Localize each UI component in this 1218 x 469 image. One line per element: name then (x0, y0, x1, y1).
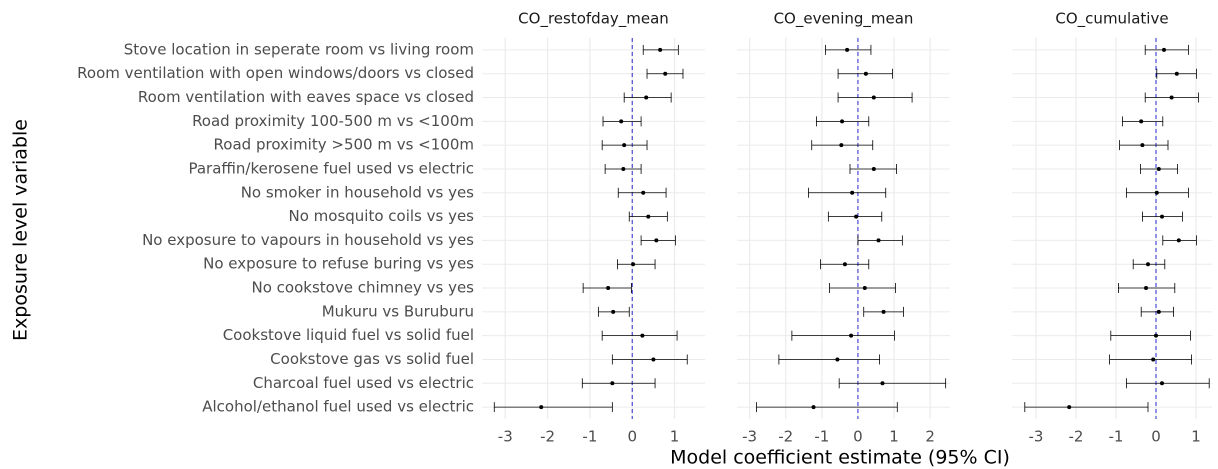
point (1139, 119, 1144, 124)
point (621, 166, 626, 171)
x-tick-label: 1 (1191, 428, 1201, 446)
point (1151, 357, 1156, 362)
point (1154, 190, 1159, 195)
y-tick-label: Mukuru vs Buruburu (322, 302, 474, 320)
point (1160, 214, 1164, 219)
x-tick-label: -3 (498, 428, 513, 446)
x-tick-label: -3 (1029, 428, 1044, 446)
point (1156, 166, 1161, 171)
point (845, 47, 850, 52)
y-tick-label: No cookstove chimney vs yes (252, 279, 475, 297)
y-tick-label: Stove location in seperate room vs livin… (124, 40, 474, 58)
point (840, 119, 845, 124)
y-tick-label: Road proximity >500 m vs <100m (214, 136, 474, 154)
x-tick-label: 2 (925, 428, 935, 446)
y-tick-label: Road proximity 100-500 m vs <100m (192, 112, 474, 130)
point (849, 333, 854, 338)
point (1140, 143, 1145, 148)
point (1174, 71, 1179, 76)
point (539, 405, 544, 410)
point (1156, 309, 1161, 314)
point (1162, 47, 1166, 52)
x-tick-label: -2 (1069, 428, 1084, 446)
panel-title: CO_evening_mean (774, 10, 914, 29)
x-tick-label: 0 (853, 428, 863, 446)
point (881, 309, 886, 314)
point (811, 405, 816, 410)
point (842, 262, 847, 267)
point (610, 381, 615, 386)
point (641, 190, 646, 195)
point (619, 119, 624, 124)
x-tick-label: -1 (582, 428, 597, 446)
x-tick-label: 1 (889, 428, 899, 446)
panel-title: CO_restofday_mean (518, 10, 669, 29)
x-tick-label: -3 (742, 428, 757, 446)
point (1144, 286, 1148, 291)
point (1176, 238, 1181, 243)
point (1160, 381, 1164, 386)
y-tick-label: Room ventilation with open windows/doors… (77, 64, 474, 82)
point (651, 357, 656, 362)
point (606, 286, 611, 291)
point (646, 214, 651, 219)
x-tick-label: 0 (1151, 428, 1161, 446)
y-tick-label: No mosquito coils vs yes (288, 207, 474, 225)
y-tick-label: Paraffin/kerosene fuel used vs electric (188, 159, 474, 177)
point (835, 357, 840, 362)
point (611, 309, 616, 314)
point (880, 381, 885, 386)
x-tick-label: -2 (778, 428, 793, 446)
x-tick-label: 0 (627, 428, 637, 446)
y-tick-label: Alcohol/ethanol fuel used vs electric (202, 398, 474, 416)
point (1067, 405, 1072, 410)
x-tick-label: 1 (670, 428, 680, 446)
point (850, 190, 855, 195)
point (854, 214, 859, 219)
point (871, 166, 876, 171)
point (1169, 95, 1174, 100)
point (658, 47, 663, 52)
point (863, 71, 868, 76)
y-tick-label: Room ventilation with eaves space vs clo… (138, 88, 474, 106)
point (876, 238, 881, 243)
panel-title: CO_cumulative (1055, 10, 1168, 29)
point (654, 238, 659, 243)
point (871, 95, 876, 100)
x-axis-label: Model coefficient estimate (95% CI) (670, 447, 1010, 469)
point (640, 333, 645, 338)
point (862, 286, 867, 291)
y-tick-label: Cookstove liquid fuel vs solid fuel (223, 326, 474, 344)
point (644, 95, 649, 100)
x-tick-label: -2 (540, 428, 555, 446)
point (1154, 333, 1158, 338)
y-tick-label: No exposure to vapours in household vs y… (142, 231, 474, 249)
point (839, 143, 844, 148)
point (631, 262, 636, 267)
x-tick-label: -1 (1109, 428, 1124, 446)
y-axis-label: Exposure level variable (10, 119, 32, 341)
point (663, 71, 668, 76)
point (1146, 262, 1150, 267)
y-tick-label: Charcoal fuel used vs electric (253, 374, 474, 392)
x-tick-label: -1 (814, 428, 829, 446)
y-tick-label: Cookstove gas vs solid fuel (270, 350, 474, 368)
y-tick-label: No smoker in household vs yes (241, 183, 474, 201)
y-tick-label: No exposure to refuse buring vs yes (203, 255, 474, 273)
point (622, 143, 627, 148)
